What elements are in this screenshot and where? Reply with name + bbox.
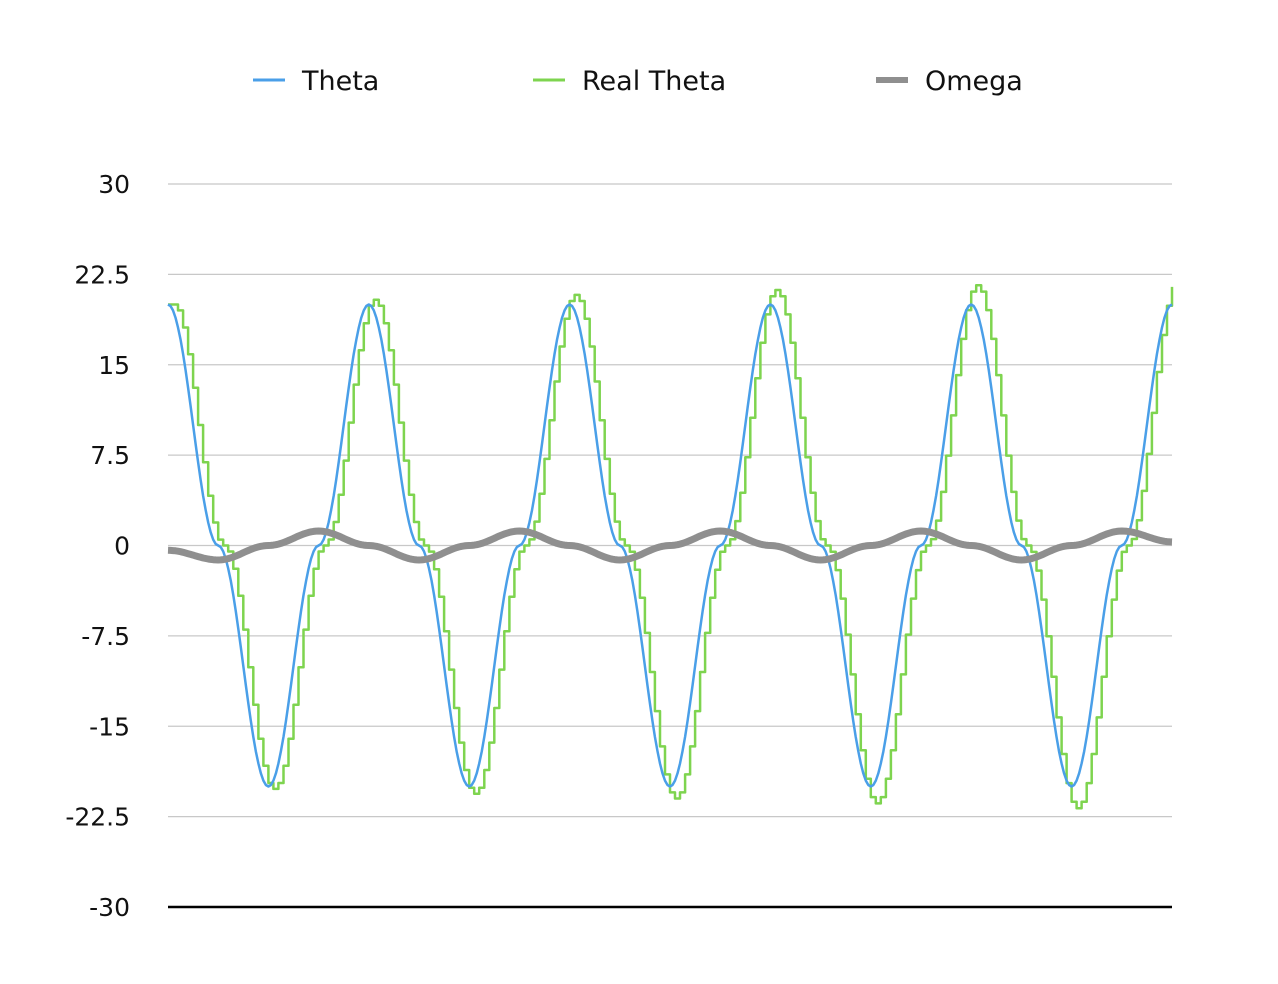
y-tick-label: 30	[98, 170, 130, 199]
legend-label-omega: Omega	[925, 66, 1023, 97]
legend-label-theta: Theta	[301, 66, 379, 97]
series-line-real-theta	[168, 283, 1174, 810]
y-tick-label: -7.5	[81, 622, 130, 651]
legend: Theta Real Theta Omega	[253, 66, 1023, 97]
series-line-theta	[167, 303, 1173, 788]
y-tick-label: 7.5	[90, 441, 130, 470]
y-tick-label: -30	[89, 893, 130, 922]
y-tick-label: 22.5	[74, 260, 130, 289]
y-tick-label: 15	[98, 351, 130, 380]
series-lines	[167, 283, 1174, 810]
y-axis-ticks: 30 22.5 15 7.5 0 -7.5 -15 -22.5 -30	[65, 170, 130, 922]
series-line-omega	[167, 527, 1173, 564]
y-tick-label: -15	[89, 712, 130, 741]
y-tick-label: -22.5	[65, 803, 130, 832]
y-tick-label: 0	[114, 532, 130, 561]
legend-label-real-theta: Real Theta	[582, 66, 726, 97]
